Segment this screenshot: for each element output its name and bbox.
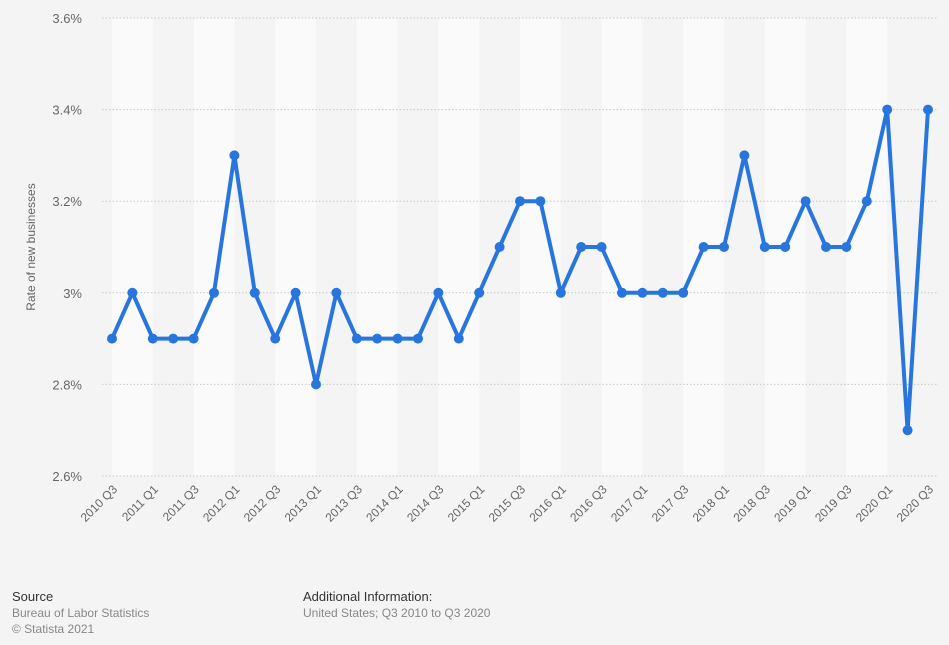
data-point [229, 150, 240, 161]
x-tick-label: 2019 Q3 [812, 482, 855, 525]
data-point [311, 379, 321, 390]
data-point [392, 333, 403, 344]
additional-text: United States; Q3 2010 to Q3 2020 [303, 606, 491, 620]
data-point [555, 287, 566, 298]
source-heading: Source [12, 589, 54, 604]
additional-heading: Additional Information: [303, 589, 433, 604]
data-point [433, 287, 444, 298]
data-point [923, 104, 933, 115]
data-point [168, 333, 179, 344]
data-point [290, 287, 301, 298]
x-tick-label: 2013 Q1 [282, 482, 325, 525]
x-tick-label: 2017 Q1 [608, 482, 651, 525]
x-tick-label: 2014 Q1 [363, 482, 406, 525]
x-tick-label: 2017 Q3 [649, 482, 692, 525]
background-band [356, 18, 398, 476]
data-point [351, 333, 362, 344]
x-tick-label: 2020 Q1 [853, 482, 896, 525]
data-point [270, 333, 281, 344]
x-tick-label: 2019 Q1 [771, 482, 814, 525]
y-tick-label: 3.2% [52, 194, 82, 209]
data-point [759, 242, 770, 252]
data-point [474, 287, 485, 298]
x-tick-label: 2011 Q3 [160, 482, 202, 524]
y-axis-ticks: 2.6% 2.8% 3% 3.2% 3.4% 3.6% [52, 11, 82, 484]
y-tick-label: 2.6% [52, 469, 82, 484]
y-tick-label: 3% [63, 286, 82, 301]
additional-info-block: Additional Information: United States; Q… [303, 589, 490, 621]
x-tick-label: 2018 Q1 [690, 482, 733, 525]
background-band [275, 18, 316, 476]
source-text[interactable]: Bureau of Labor Statistics [12, 606, 150, 620]
data-point [821, 242, 831, 252]
data-point [678, 287, 689, 298]
x-tick-label: 2014 Q3 [404, 482, 447, 525]
data-point [657, 287, 668, 298]
x-tick-label: 2012 Q3 [241, 482, 284, 525]
data-point [127, 287, 138, 298]
data-point [739, 150, 750, 161]
data-point [637, 287, 648, 298]
background-band [520, 18, 561, 476]
x-tick-label: 2015 Q1 [445, 482, 488, 525]
data-point [780, 242, 791, 252]
data-point [800, 196, 811, 207]
data-point [861, 196, 872, 207]
data-point [188, 333, 199, 344]
y-tick-label: 2.8% [52, 377, 82, 392]
background-band [601, 18, 643, 476]
data-point [331, 287, 342, 298]
data-point [698, 242, 709, 252]
data-point [209, 287, 219, 298]
data-point [902, 425, 913, 436]
series-line [107, 104, 933, 436]
data-point [249, 287, 260, 298]
data-point [841, 242, 852, 252]
data-point [882, 104, 893, 115]
data-point [453, 333, 464, 344]
x-tick-label: 2011 Q1 [119, 482, 161, 524]
data-point [617, 287, 627, 298]
data-point [107, 333, 117, 344]
source-block: Source Bureau of Labor Statistics © Stat… [12, 589, 149, 637]
data-point [596, 242, 607, 252]
data-point [372, 333, 383, 344]
x-tick-label: 2016 Q1 [526, 482, 569, 525]
data-point [494, 242, 505, 252]
data-point [719, 242, 729, 252]
data-point [413, 333, 423, 344]
x-tick-label: 2012 Q1 [200, 482, 243, 525]
background-band [112, 18, 153, 476]
x-tick-label: 2013 Q3 [322, 482, 365, 525]
copyright: © Statista 2021 [12, 622, 95, 636]
data-point [515, 196, 525, 207]
y-tick-label: 3.4% [52, 103, 82, 118]
background-band [846, 18, 888, 476]
background-band [193, 18, 235, 476]
data-point [535, 196, 546, 207]
data-point [147, 333, 158, 344]
x-tick-label: 2010 Q3 [78, 482, 121, 525]
x-tick-label: 2015 Q3 [486, 482, 529, 525]
x-tick-label: 2018 Q3 [730, 482, 773, 525]
x-tick-label: 2020 Q3 [894, 482, 937, 525]
y-axis-label: Rate of new businesses [24, 183, 38, 310]
background-band [438, 18, 480, 476]
data-point [576, 242, 587, 252]
x-tick-label: 2016 Q3 [567, 482, 610, 525]
y-tick-label: 3.6% [52, 11, 82, 26]
